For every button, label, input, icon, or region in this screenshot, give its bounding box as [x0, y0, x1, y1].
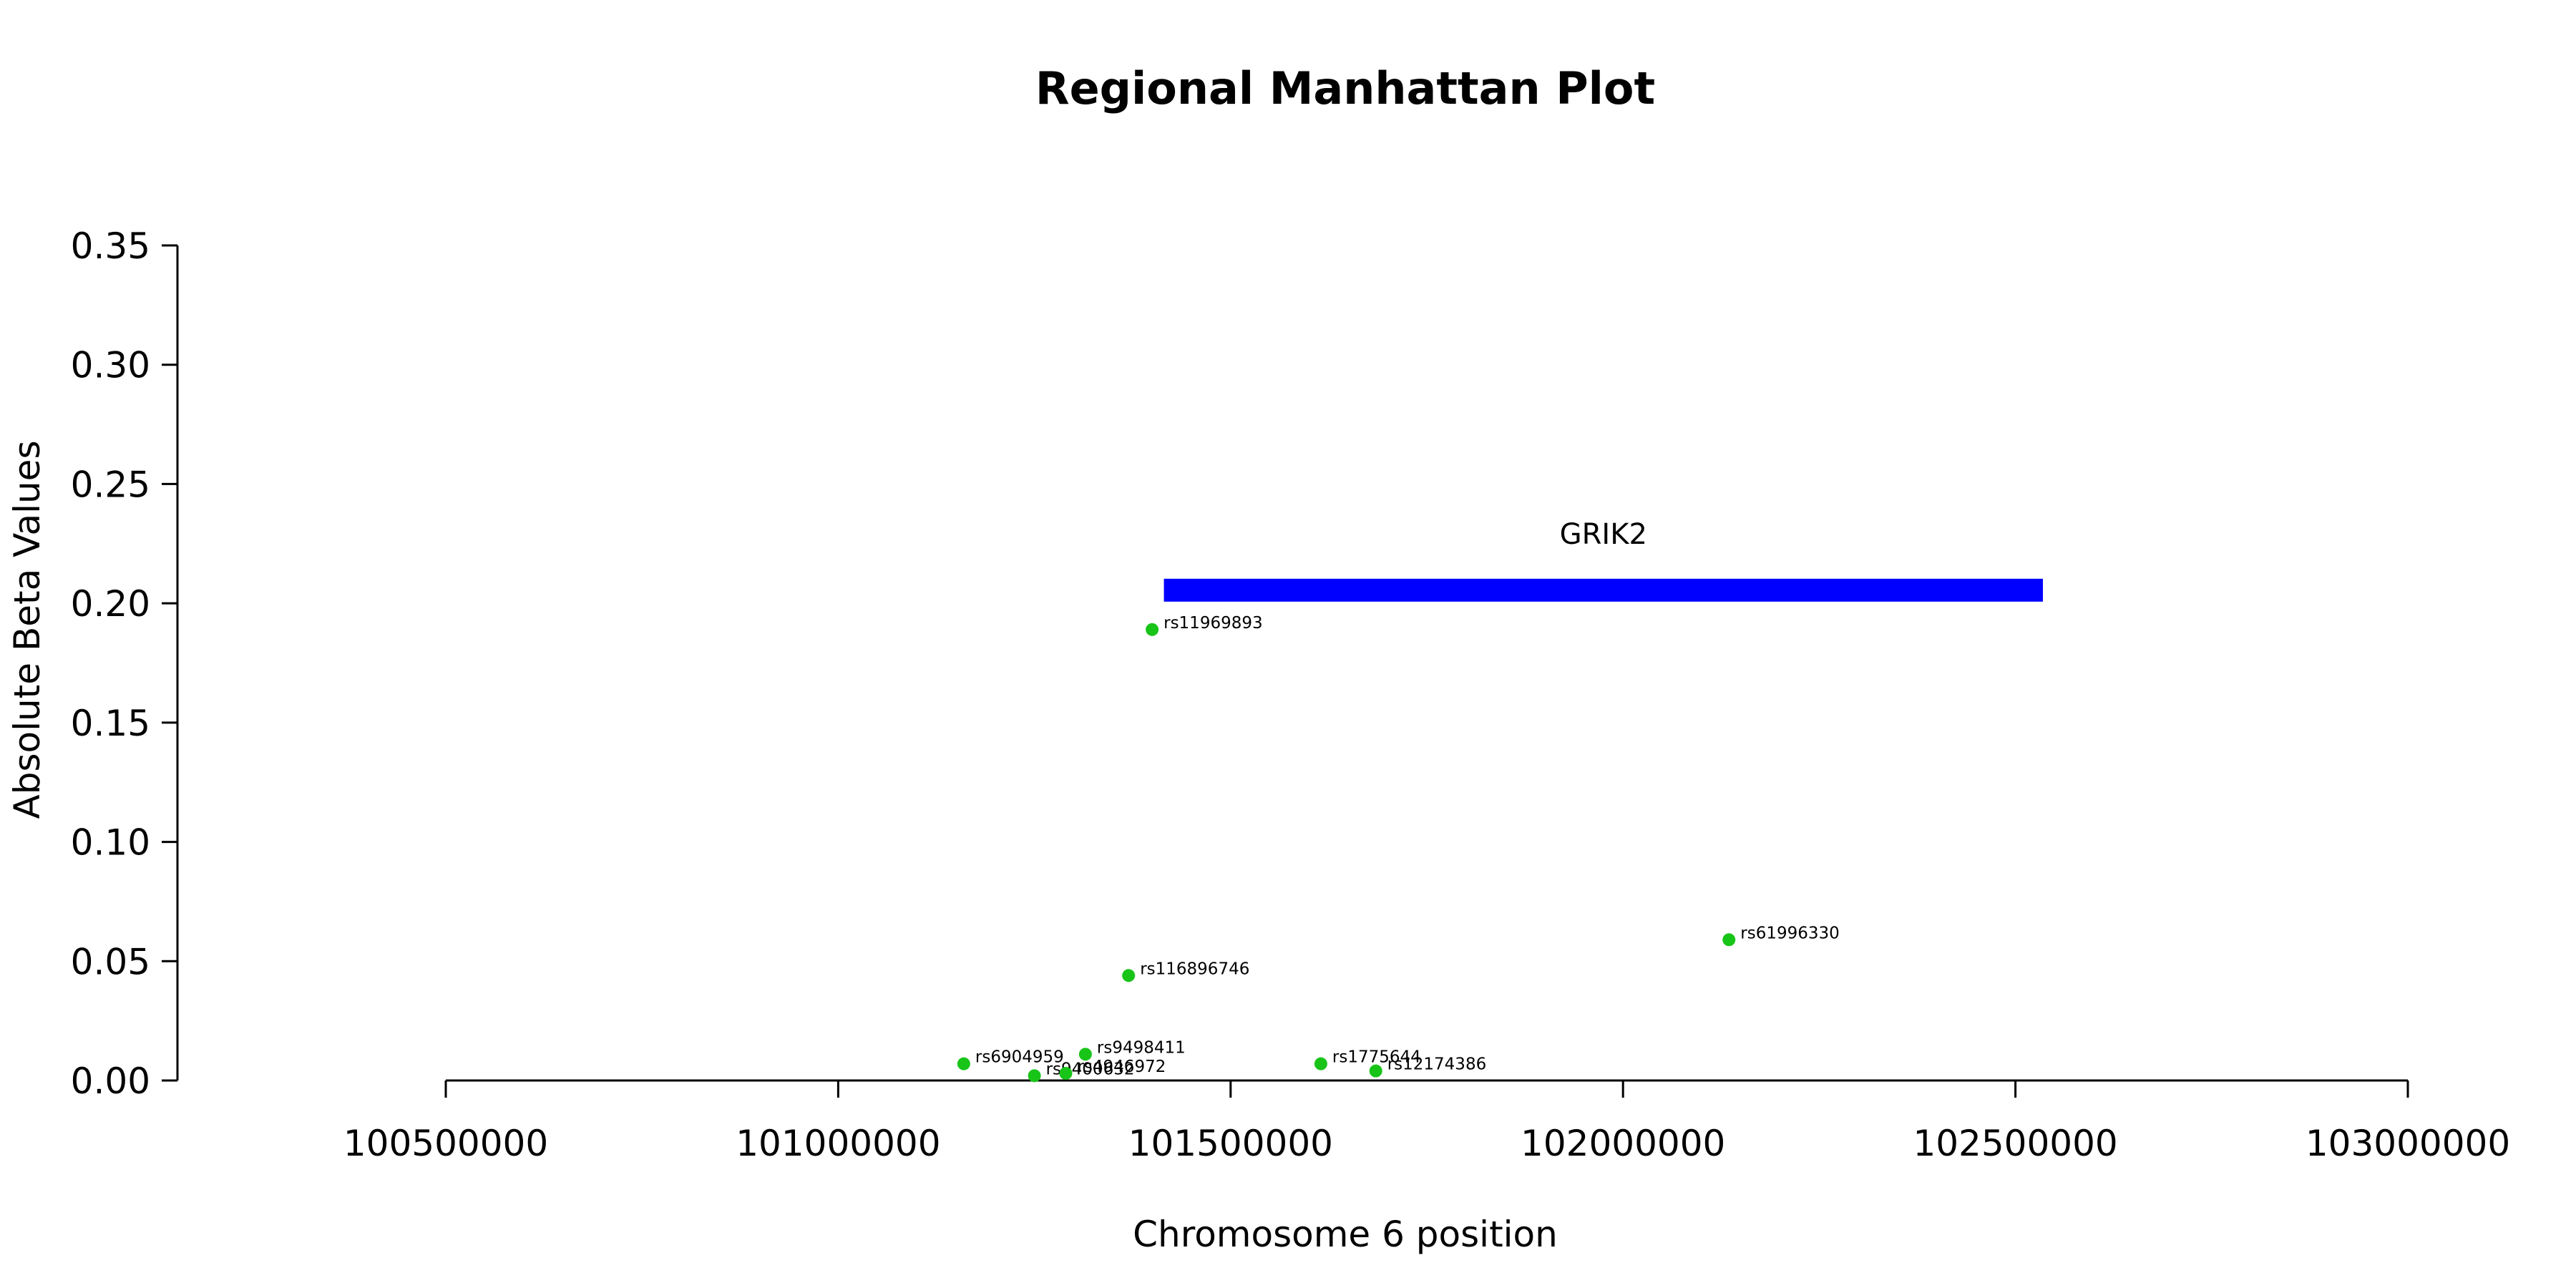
snp-label: rs6904959 — [975, 1048, 1064, 1067]
y-tick-label: 0.30 — [71, 345, 150, 386]
y-tick-label: 0.20 — [71, 583, 150, 625]
x-tick-label: 102500000 — [1913, 1123, 2117, 1164]
gene-label: GRIK2 — [1560, 518, 1647, 551]
x-tick-label: 103000000 — [2306, 1123, 2510, 1164]
snp-point — [1122, 969, 1136, 982]
snp-point — [1314, 1057, 1327, 1070]
snp-label: rs12174386 — [1387, 1055, 1487, 1074]
x-axis: 100500000 101000000 101500000 102000000 1025… — [343, 1079, 2510, 1164]
snp-label: rs61996330 — [1740, 924, 1840, 942]
x-tick-label: 102000000 — [1521, 1123, 1725, 1164]
y-tick-label: 0.10 — [71, 822, 150, 864]
x-tick-label: 101500000 — [1128, 1123, 1333, 1164]
snp-point — [957, 1057, 970, 1070]
snp-label: rs4946972 — [1077, 1058, 1166, 1076]
x-axis-label: Chromosome 6 position — [1133, 1214, 1558, 1255]
x-tick-label: 101000000 — [736, 1123, 940, 1164]
snp-label: rs1775644 — [1332, 1048, 1421, 1067]
y-tick-label: 0.15 — [71, 703, 150, 744]
y-tick-label: 0.05 — [71, 941, 150, 982]
chart-title: Regional Manhattan Plot — [1035, 62, 1655, 114]
y-axis: 0.00 0.05 0.10 0.15 0.20 0.25 0.30 0.35 — [71, 225, 179, 1102]
y-axis-label: Absolute Beta Values — [6, 441, 48, 819]
x-tick-label: 100500000 — [343, 1123, 548, 1164]
y-tick-label: 0.35 — [71, 225, 150, 267]
gene-track: GRIK2 — [1163, 518, 2043, 602]
y-tick-label: 0.00 — [71, 1060, 150, 1102]
snp-label: rs9498411 — [1097, 1038, 1186, 1057]
y-tick-label: 0.25 — [71, 464, 150, 505]
snp-label: rs11969893 — [1163, 614, 1263, 633]
snp-point — [1722, 933, 1736, 947]
snp-label: rs116896746 — [1140, 960, 1249, 978]
snp-point — [1369, 1064, 1382, 1078]
snp-point — [1078, 1048, 1092, 1061]
snp-point — [1028, 1069, 1041, 1083]
snp-point — [1059, 1066, 1073, 1080]
snp-points: rs11969893 rs61996330 rs116896746 rs6904959… — [957, 614, 1840, 1083]
snp-point — [1146, 623, 1159, 636]
gene-bar — [1163, 578, 2043, 602]
